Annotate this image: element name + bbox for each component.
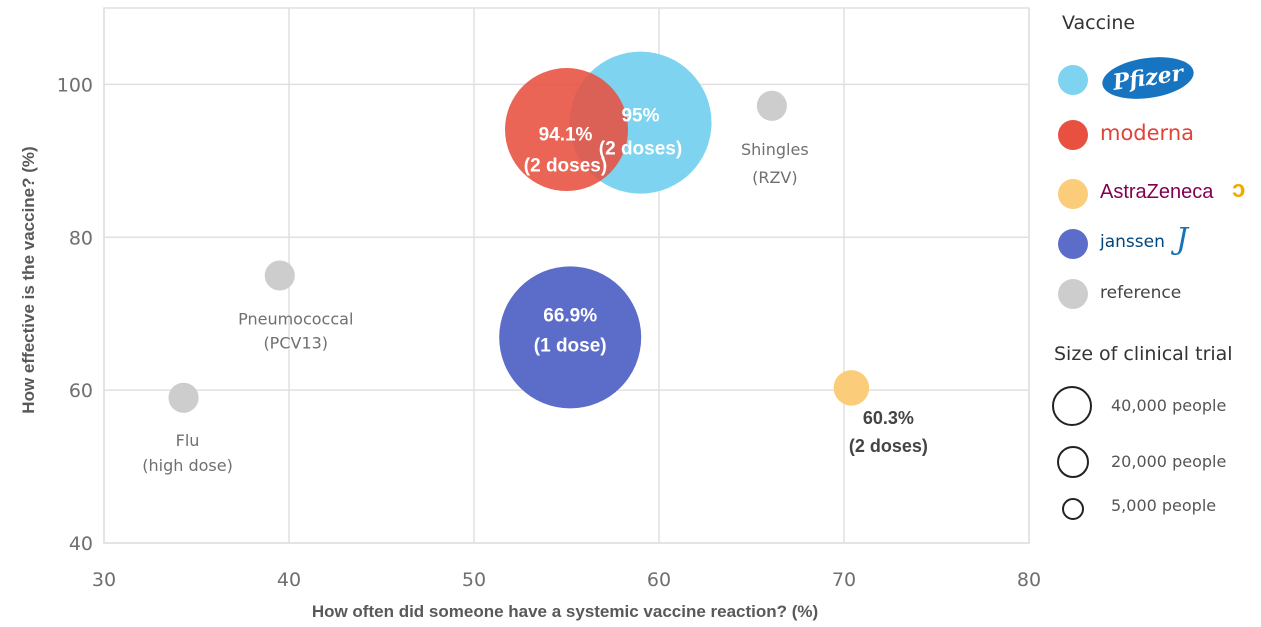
janssen-symbol-icon: J (1176, 222, 1189, 257)
x-tick-label: 80 (1017, 569, 1041, 591)
data-label: (RZV) (752, 168, 798, 187)
data-label: 66.9% (543, 305, 597, 326)
bubble-flu (168, 382, 199, 413)
legend-item-reference: reference (1058, 274, 1258, 314)
data-label: Flu (176, 431, 200, 450)
size-circle-large-icon (1052, 386, 1092, 426)
size-legend-20000: 20,000 people (1052, 442, 1261, 486)
moderna-logo: moderna (1100, 121, 1194, 145)
y-tick-label: 100 (57, 74, 93, 96)
bubble-chart: 30 40 50 60 70 80 40 60 80 100 95% (2 doses) 94.1% (… (19, 7, 1041, 621)
legend-item-janssen: janssen J (1058, 222, 1258, 264)
data-label: 95% (621, 106, 659, 127)
y-tick-label: 80 (69, 227, 93, 249)
bubbles (168, 51, 870, 413)
data-label: (2 doses) (524, 156, 607, 177)
janssen-logo: janssen (1100, 232, 1165, 252)
x-axis-title: How often did someone have a systemic va… (312, 602, 818, 621)
astrazeneca-swatch (1058, 179, 1088, 209)
x-tick-label: 50 (462, 569, 486, 591)
y-tick-label: 40 (69, 533, 93, 555)
size-circle-small-icon (1062, 498, 1084, 520)
bubble-labels: 95% (2 doses) 94.1% (2 doses) 66.9% (1 dose) 6… (142, 106, 928, 475)
size-label-5000: 5,000 people (1111, 496, 1217, 515)
legend-item-moderna: moderna (1058, 115, 1258, 155)
axis-ticks: 30 40 50 60 70 80 40 60 80 100 (57, 74, 1041, 591)
x-tick-label: 60 (647, 569, 671, 591)
x-tick-label: 40 (277, 569, 301, 591)
astrazeneca-logo: AstraZeneca (1100, 181, 1214, 203)
bubble-shingles (756, 90, 787, 121)
bubble-janssen (499, 266, 642, 409)
reference-swatch (1058, 279, 1088, 309)
data-label: (1 dose) (534, 335, 607, 356)
data-label: (2 doses) (599, 139, 682, 160)
legend: Vaccine Pfizer moderna AstraZeneca ↄ jan… (1052, 0, 1261, 627)
reference-label: reference (1100, 283, 1182, 303)
pfizer-logo: Pfizer (1099, 51, 1197, 105)
moderna-swatch (1058, 120, 1088, 150)
data-label: 60.3% (863, 408, 914, 428)
size-label-40000: 40,000 people (1111, 396, 1227, 415)
bubble-moderna (505, 68, 628, 192)
data-label: (PCV13) (263, 334, 328, 353)
janssen-swatch (1058, 229, 1088, 259)
data-label: Shingles (741, 140, 809, 159)
y-axis-title: How effective is the vaccine? (%) (19, 146, 38, 413)
size-circle-medium-icon (1057, 446, 1089, 478)
size-legend-5000: 5,000 people (1052, 492, 1261, 536)
data-label: (2 doses) (849, 436, 928, 456)
y-tick-label: 60 (69, 380, 93, 402)
data-label: Pneumococcal (238, 310, 353, 329)
astrazeneca-symbol-icon: ↄ (1232, 176, 1246, 203)
size-legend-title: Size of clinical trial (1054, 343, 1233, 365)
legend-item-astrazeneca: AstraZeneca ↄ (1058, 174, 1258, 214)
size-legend-40000: 40,000 people (1052, 384, 1261, 428)
legend-title: Vaccine (1062, 12, 1136, 34)
data-label: (high dose) (142, 456, 233, 475)
data-label: 94.1% (539, 125, 593, 146)
x-tick-label: 70 (832, 569, 856, 591)
bubble-pneumococcal (264, 260, 295, 291)
size-label-20000: 20,000 people (1111, 452, 1227, 471)
pfizer-swatch (1058, 65, 1088, 95)
legend-item-pfizer: Pfizer (1058, 51, 1258, 105)
bubble-astrazeneca (833, 370, 870, 406)
x-tick-label: 30 (92, 569, 116, 591)
